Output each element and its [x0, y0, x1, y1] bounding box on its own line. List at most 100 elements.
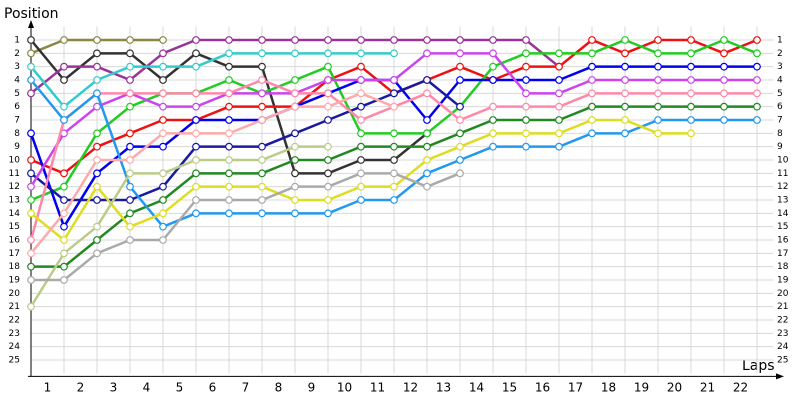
point [357, 182, 365, 191]
point [258, 102, 266, 111]
point [654, 76, 662, 84]
point [258, 76, 266, 84]
point [324, 36, 332, 44]
y-tick-label-right: 4 [777, 76, 783, 86]
point [159, 102, 167, 111]
point [126, 129, 134, 138]
point [324, 169, 332, 178]
point [192, 169, 200, 178]
point [687, 49, 695, 58]
point [126, 196, 134, 204]
point [456, 102, 464, 111]
point [159, 76, 167, 84]
point [60, 62, 68, 71]
point [192, 36, 200, 44]
y-tick-label: 22 [9, 315, 20, 325]
x-tick-label: 22 [733, 381, 748, 395]
point [126, 209, 134, 218]
point [225, 196, 233, 204]
point [423, 76, 431, 84]
point [357, 62, 365, 71]
point [159, 142, 167, 151]
point [258, 89, 266, 98]
point [324, 142, 332, 151]
series-line [30, 52, 394, 108]
point [258, 116, 266, 124]
point [60, 222, 68, 231]
point [753, 49, 761, 58]
point [753, 89, 761, 98]
point [60, 182, 68, 191]
y-tick-label: 11 [9, 169, 20, 179]
point [687, 102, 695, 111]
y-tick-label-right: 20 [777, 289, 789, 299]
point [621, 116, 629, 124]
point [192, 182, 200, 191]
point [27, 129, 35, 138]
point [291, 196, 299, 204]
point [192, 102, 200, 111]
y-tick-label-right: 7 [777, 116, 783, 126]
x-axis-arrow [776, 373, 784, 380]
point [27, 36, 35, 44]
y-axis-arrow [28, 20, 34, 28]
point [159, 129, 167, 138]
point [621, 62, 629, 71]
y-tick-label-right: 23 [777, 329, 788, 339]
point [291, 89, 299, 98]
point [720, 49, 728, 58]
point [159, 169, 167, 178]
x-tick-label: 2 [77, 381, 85, 395]
y-tick-label: 14 [9, 209, 21, 219]
point [555, 142, 563, 151]
point [93, 222, 101, 231]
point [192, 129, 200, 138]
y-tick-label-right: 21 [777, 302, 788, 312]
point [324, 62, 332, 71]
point [522, 142, 530, 151]
y-tick-label-right: 15 [777, 222, 788, 232]
point [192, 209, 200, 218]
point [27, 89, 35, 98]
point [456, 169, 464, 178]
point [489, 76, 497, 84]
y-tick-label: 24 [9, 342, 21, 352]
point [159, 62, 167, 71]
point [258, 196, 266, 204]
point [654, 116, 662, 124]
y-tick-label: 7 [14, 116, 20, 126]
point [357, 36, 365, 44]
point [192, 142, 200, 151]
y-tick-label: 17 [9, 249, 20, 259]
point [93, 62, 101, 71]
y-tick-label: 9 [14, 142, 20, 152]
point [27, 249, 35, 258]
point [126, 142, 134, 151]
y-tick-label-right: 10 [777, 156, 789, 166]
point [522, 62, 530, 71]
x-tick-label: 3 [110, 381, 118, 395]
point [225, 89, 233, 98]
point [720, 89, 728, 98]
x-tick-label: 7 [242, 381, 250, 395]
point [27, 62, 35, 71]
point [423, 129, 431, 138]
point [687, 76, 695, 84]
y-tick-label: 20 [9, 289, 21, 299]
x-tick-label: 16 [535, 381, 550, 395]
point [60, 196, 68, 204]
x-tick-label: 11 [370, 381, 385, 395]
point [654, 102, 662, 111]
point [126, 49, 134, 58]
point [555, 116, 563, 124]
point [555, 62, 563, 71]
point [654, 89, 662, 98]
y-tick-label-right: 24 [777, 342, 789, 352]
x-axis-label: Laps [742, 358, 775, 374]
point [324, 196, 332, 204]
point [456, 62, 464, 71]
point [27, 276, 35, 284]
point [60, 236, 68, 244]
point [225, 129, 233, 138]
point [60, 276, 68, 284]
